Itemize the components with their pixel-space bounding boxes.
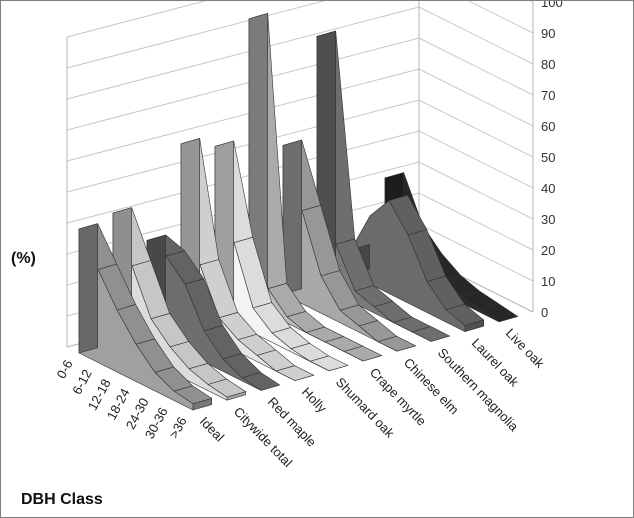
y-tick-label: 100 [541, 1, 563, 10]
y-tick-label: 70 [541, 88, 555, 103]
series-laurel-oak [350, 194, 485, 333]
y-axis-label: (%) [11, 250, 36, 267]
series-chinese-elm [282, 139, 417, 352]
gridline [66, 6, 534, 100]
series-label: Southern magnolia [435, 345, 522, 434]
y-tick-label: 50 [541, 150, 555, 165]
series-crape-myrtle [248, 13, 383, 362]
y-tick-label: 30 [541, 212, 555, 227]
series-ideal [78, 223, 213, 411]
y-tick-label: 40 [541, 181, 555, 196]
series-group [78, 13, 519, 411]
ribbon-cap [282, 139, 303, 295]
y-tick-label: 10 [541, 274, 555, 289]
y-tick-label: 0 [541, 305, 548, 320]
y-tick-label: 90 [541, 26, 555, 41]
y-tick-labels: 0 10 20 30 40 50 60 70 80 90 100 [541, 1, 563, 320]
x-axis-label: DBH Class [21, 491, 103, 508]
ribbon-cap [78, 223, 98, 354]
gridline [66, 37, 534, 131]
y-tick-label: 80 [541, 57, 555, 72]
series-label: Ideal [197, 414, 227, 445]
ribbon-face [350, 200, 466, 333]
gridline [66, 1, 534, 69]
y-tick-label: 20 [541, 243, 555, 258]
x-tick-label: 0-6 [54, 357, 76, 381]
gridline [66, 1, 534, 38]
series-label: Live oak [503, 325, 548, 371]
x-tick-label: >36 [166, 414, 190, 441]
series-label: Holly [299, 384, 330, 416]
y-tick-label: 60 [541, 119, 555, 134]
